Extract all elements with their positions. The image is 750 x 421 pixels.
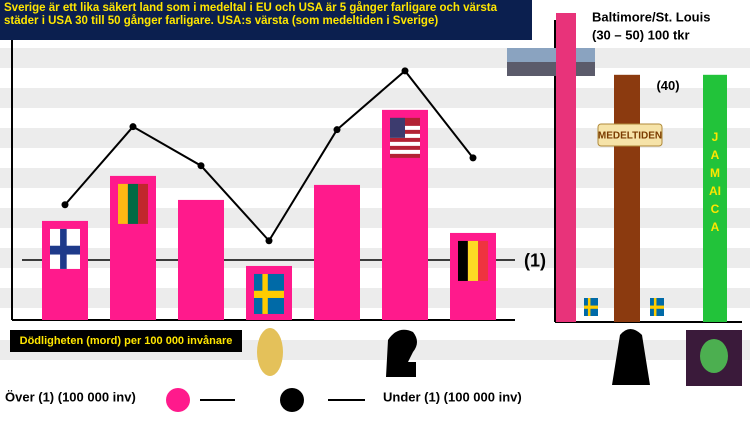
alien-icon [700,339,728,373]
category-label: JAMAICA [709,130,721,234]
point [197,162,205,170]
flag [467,240,479,281]
point [469,154,477,162]
flag [584,305,598,309]
legend-label: Under (1) (100 000 inv) [383,389,522,404]
silhouette-icon [386,329,417,377]
city-image [507,62,595,76]
flag [390,149,420,154]
flag [650,305,664,309]
x-axis-label: Dödligheten (mord) per 100 000 invånare [10,330,242,352]
flag [127,183,139,224]
flag [254,290,284,298]
flag [50,245,80,255]
flag [138,183,148,224]
bar [614,74,640,322]
bar [178,199,224,320]
fingerprint-icon [257,328,283,376]
reference-label: (1) [524,251,546,271]
flag [458,240,468,281]
legend-label: Över (1) (100 000 inv) [5,389,136,404]
bar [703,74,727,322]
title-banner: Sverige är ett lika säkert land som i me… [0,0,532,40]
flag [390,117,405,138]
bar [314,184,360,320]
reaper-icon [612,329,650,385]
category-label: Baltimore/St. Louis [592,9,710,24]
legend-marker [166,388,190,412]
point [61,201,69,209]
flag [478,240,488,281]
bar [556,13,576,322]
flag [390,141,420,146]
flag [118,183,128,224]
category-box [597,123,663,147]
value-label: (40) [656,78,679,93]
point [333,126,341,134]
legend-marker [280,388,304,412]
annotation: (30 – 50) 100 tkr [592,27,690,42]
category-label: MEDELTIDEN [598,131,662,142]
point [129,123,137,131]
point [401,67,409,75]
point [265,237,273,245]
